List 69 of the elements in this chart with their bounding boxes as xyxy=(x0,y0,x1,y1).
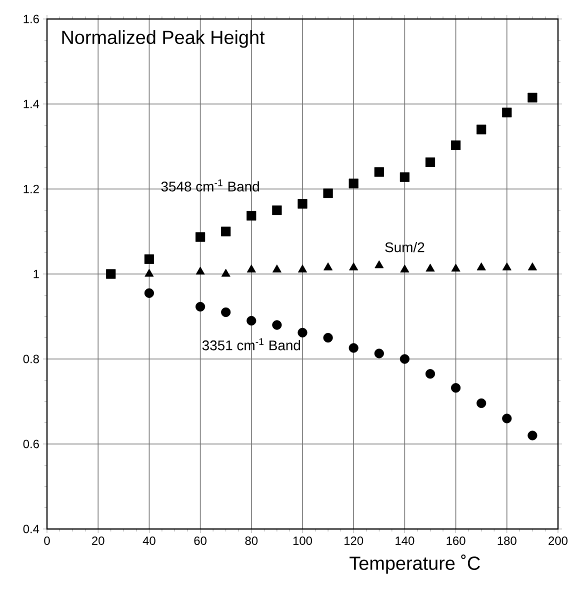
point xyxy=(324,262,333,270)
point xyxy=(426,264,435,272)
point xyxy=(425,157,436,168)
point xyxy=(323,332,333,343)
y-tick-label: 1.6 xyxy=(24,14,39,24)
point xyxy=(451,264,460,272)
point xyxy=(502,108,512,118)
x-tick-label: 80 xyxy=(245,536,258,545)
x-tick-label: 100 xyxy=(293,536,312,545)
series-label: 3548 cm$^{-1}$ Band xyxy=(161,179,259,192)
x-tick-label: 200 xyxy=(548,536,568,545)
x-tick-label: 60 xyxy=(194,536,206,545)
point xyxy=(451,383,461,393)
point xyxy=(196,232,206,242)
point xyxy=(221,226,231,236)
y-tick-label: 1 xyxy=(34,270,39,278)
point xyxy=(221,268,230,277)
x-tick-label: 0 xyxy=(44,536,50,545)
point xyxy=(221,307,231,318)
point xyxy=(348,343,358,353)
point xyxy=(425,369,436,379)
point xyxy=(528,92,538,102)
point xyxy=(272,264,282,272)
point xyxy=(476,124,486,134)
x-tick-label: 160 xyxy=(446,536,466,545)
series-label: 3351 cm$^{-1}$ Band xyxy=(202,338,300,350)
y-tick-label: 0.8 xyxy=(23,354,39,364)
x-axis-title: Temperature ˚C xyxy=(350,554,480,574)
y-tick-label: 1.4 xyxy=(24,100,40,108)
x-tick-label: 40 xyxy=(142,536,156,545)
point xyxy=(144,268,154,277)
point xyxy=(374,167,384,177)
y-tick-label: 1.2 xyxy=(24,184,39,194)
x-tick-label: 180 xyxy=(498,536,516,545)
point xyxy=(476,398,486,408)
point xyxy=(246,316,256,326)
y-tick-label: 0.4 xyxy=(23,524,40,534)
x-tick-label: 20 xyxy=(92,536,104,545)
x-tick-label: 120 xyxy=(344,536,364,545)
point xyxy=(476,262,486,270)
point xyxy=(246,264,256,272)
point xyxy=(348,178,358,188)
point xyxy=(246,210,256,221)
point xyxy=(298,328,308,338)
text: Normalized Peak Height xyxy=(62,30,265,48)
point xyxy=(106,269,116,279)
point xyxy=(196,302,206,312)
point xyxy=(400,172,410,182)
y-tick-label: 0.6 xyxy=(23,440,39,448)
point xyxy=(374,260,384,268)
point xyxy=(272,205,282,216)
point xyxy=(144,254,154,264)
point xyxy=(374,348,384,358)
x-tick-label: 140 xyxy=(396,536,414,545)
point xyxy=(144,288,154,298)
point xyxy=(528,262,537,270)
point xyxy=(349,262,358,270)
point xyxy=(502,414,512,424)
point xyxy=(502,262,512,270)
point xyxy=(451,140,461,150)
point xyxy=(272,320,282,330)
point xyxy=(298,199,308,209)
point xyxy=(323,188,333,198)
point xyxy=(400,354,410,364)
point xyxy=(400,264,410,272)
series-label: Sum/2 xyxy=(385,242,424,252)
point xyxy=(528,430,538,440)
point xyxy=(298,264,308,272)
point xyxy=(196,266,205,275)
